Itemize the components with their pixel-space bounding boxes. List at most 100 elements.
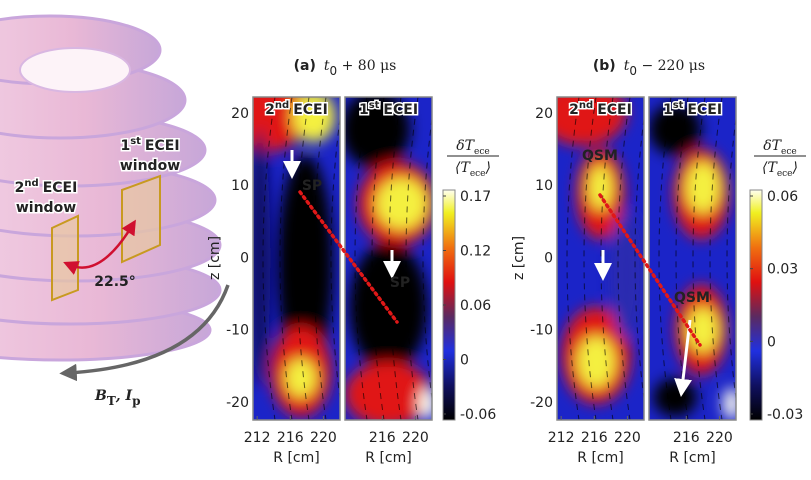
subplot-title-part: st <box>369 100 380 111</box>
heatmap-blob <box>687 306 719 353</box>
x-axis-label: R [cm] <box>577 450 623 466</box>
panel-title-part: + 80 μs <box>337 58 396 74</box>
panel-title-part: t <box>624 58 630 74</box>
heatmap-blob <box>685 161 721 214</box>
annotation: QSM <box>582 148 618 164</box>
x-axis-label: R [cm] <box>669 450 715 466</box>
tokamak-illustration <box>0 14 230 382</box>
heatmap-blob <box>345 97 411 169</box>
colorbar-label-den-part: ⟨T <box>455 160 471 176</box>
x-tick-label: 216 <box>277 430 304 446</box>
window-label: window <box>120 158 180 174</box>
colorbar-label-num-part: ece <box>781 147 797 157</box>
x-axis-label: R [cm] <box>273 450 319 466</box>
colorbar-label-den-part: ⟩ <box>792 160 798 176</box>
colorbar-label-den-part: ⟨T <box>762 160 778 176</box>
y-tick-label: 20 <box>231 106 249 122</box>
heatmap-blob <box>253 129 271 388</box>
y-tick-label: -10 <box>226 323 249 339</box>
subplot-title-part: 2 <box>265 102 275 118</box>
field-label-part: I <box>125 388 133 404</box>
window-label-part: st <box>130 136 141 147</box>
subplot-title: 2nd ECEI <box>265 100 328 118</box>
y-tick-label: 10 <box>535 178 553 194</box>
window-label: window <box>16 200 76 216</box>
heatmap <box>557 97 644 420</box>
colorbar-tick-label: -0.06 <box>460 407 496 423</box>
annotation: SP <box>390 275 410 291</box>
heatmap-blob <box>609 210 644 340</box>
colorbar-tick-label: 0.12 <box>460 244 491 260</box>
panel-title-part: − 220 μs <box>637 58 705 74</box>
subplot-title-part: ECEI <box>597 102 632 118</box>
heatmap-blob <box>588 164 613 211</box>
y-tick-label: -20 <box>226 395 249 411</box>
field-label-part: T <box>107 394 116 408</box>
window-label-part: ECEI <box>43 180 78 196</box>
x-tick-label: 216 <box>581 430 608 446</box>
heatmap <box>253 97 340 420</box>
heatmap-blob <box>649 103 702 156</box>
heatmap <box>345 97 432 420</box>
colorbar-label-den-part: ece <box>470 169 486 179</box>
subplot-title-part: nd <box>579 100 593 111</box>
window-label: 2nd ECEI <box>15 178 78 196</box>
subplot-title-part: 1 <box>663 102 673 118</box>
colorbar-tick-label: -0.03 <box>767 407 803 423</box>
x-tick-label: 220 <box>706 430 733 446</box>
subplot-title-part: ECEI <box>293 102 328 118</box>
y-axis-label: z [cm] <box>511 236 527 280</box>
subplot-title-part: st <box>673 100 684 111</box>
heatmap-frame <box>344 96 433 421</box>
subplot-title-part: ECEI <box>687 102 722 118</box>
heatmap-blob <box>722 387 736 420</box>
panel-title-part: (b) <box>593 58 616 74</box>
heatmap-blob <box>285 358 317 398</box>
y-tick-label: 0 <box>240 250 249 266</box>
colorbar-tick-label: 0.06 <box>767 189 798 205</box>
angle-label: 22.5° <box>94 274 136 290</box>
panel-title-part: 0 <box>629 64 637 78</box>
heatmap-frame <box>252 96 341 421</box>
colorbar-label-num: δTece <box>763 138 796 157</box>
y-tick-label: -10 <box>530 323 553 339</box>
field-label-part: B <box>94 388 107 404</box>
heatmap-frame <box>648 96 737 421</box>
colorbar-label-den: ⟨Tece⟩ <box>455 160 491 179</box>
x-tick-label: 216 <box>673 430 700 446</box>
separatrix-line <box>598 193 702 347</box>
heatmap-blobs <box>253 97 336 417</box>
colorbar-label-num: δTece <box>456 138 489 157</box>
subplot-title: 1st ECEI <box>359 100 418 118</box>
colorbar <box>749 189 763 421</box>
y-tick-label: 0 <box>544 250 553 266</box>
x-tick-label: 220 <box>310 430 337 446</box>
heatmap-blob <box>375 177 428 230</box>
heatmap-blob <box>577 336 616 388</box>
x-tick-label: 220 <box>402 430 429 446</box>
heatmap-blob <box>653 378 697 417</box>
window-label-part: 2 <box>15 180 25 196</box>
heatmap-blob <box>277 155 334 375</box>
panel-title-part: t <box>324 58 330 74</box>
colorbar-tick-label: 0.17 <box>460 189 491 205</box>
x-tick-label: 212 <box>548 430 575 446</box>
y-tick-label: 20 <box>535 106 553 122</box>
colorbar-label-num-part: δT <box>763 138 782 154</box>
y-axis-label: z [cm] <box>207 236 223 280</box>
colorbar-label-den-part: ⟩ <box>485 160 491 176</box>
y-tick-label: -20 <box>530 395 553 411</box>
window-label-part: nd <box>24 178 38 189</box>
window-label: 1st ECEI <box>120 136 179 154</box>
heatmap-blob <box>349 242 428 372</box>
x-tick-label: 220 <box>614 430 641 446</box>
subplot-title-part: 2 <box>569 102 579 118</box>
field-label-part: , <box>115 388 126 404</box>
colorbar-label-num-part: ece <box>474 147 490 157</box>
field-label: BT, Ip <box>94 388 140 408</box>
colorbar-tick-label: 0 <box>767 334 776 350</box>
separatrix-line <box>298 190 399 324</box>
colorbar-label-den-part: ece <box>777 169 793 179</box>
colorbar-tick-label: 0 <box>460 353 469 369</box>
colorbar-label-num-part: δT <box>456 138 475 154</box>
